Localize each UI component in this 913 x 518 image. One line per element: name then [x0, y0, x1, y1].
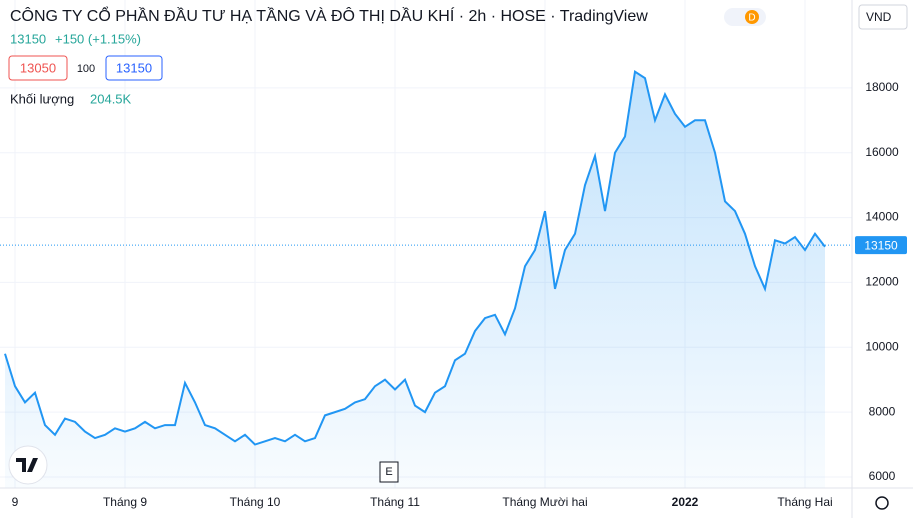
x-tick-label: Tháng 9: [103, 495, 147, 509]
y-tick-label: 6000: [869, 469, 896, 483]
logo-mark: [16, 458, 38, 472]
x-tick-label: Tháng Hai: [777, 495, 832, 509]
volume: 204.5K: [90, 91, 132, 106]
y-tick-label: 8000: [869, 404, 896, 418]
bid: 13050: [20, 60, 56, 75]
currency-button[interactable]: [858, 4, 908, 30]
x-tick-label: Tháng 10: [230, 495, 281, 509]
last-price-label: 13150: [864, 238, 898, 252]
y-tick-label: 10000: [865, 339, 899, 353]
buy-button[interactable]: [105, 55, 163, 81]
sell-button[interactable]: [8, 55, 68, 81]
y-tick-label: 12000: [865, 275, 899, 289]
badge: [745, 10, 759, 24]
event-box[interactable]: [379, 461, 399, 483]
y-tick-label: 16000: [865, 145, 899, 159]
interval-badge: D: [748, 13, 755, 24]
price-line: [4, 69, 826, 446]
area-fill: [5, 71, 825, 489]
x-tick-label: 9: [12, 495, 19, 509]
logo[interactable]: [8, 445, 48, 485]
x-tick-label: 2022: [672, 495, 699, 509]
spread: 100: [77, 63, 95, 75]
change: +150 (+1.15%): [55, 31, 141, 46]
volume-label: Khối lượng: [10, 91, 74, 106]
event-marker: E: [385, 466, 392, 478]
x-tick-label: Tháng 11: [370, 495, 420, 509]
currency: VND: [866, 10, 892, 24]
settings-icon[interactable]: [875, 496, 889, 510]
x-tick-label: Tháng Mười hai: [502, 495, 587, 509]
y-tick-label: 14000: [865, 210, 899, 224]
chart-title: CÔNG TY CỔ PHẦN ĐẦU TƯ HẠ TẦNG VÀ ĐÔ THỊ…: [10, 6, 648, 25]
ask: 13150: [116, 60, 152, 75]
last-price: 13150: [10, 31, 46, 46]
last-price-tag: [855, 236, 907, 255]
y-tick-label: 18000: [865, 80, 899, 94]
